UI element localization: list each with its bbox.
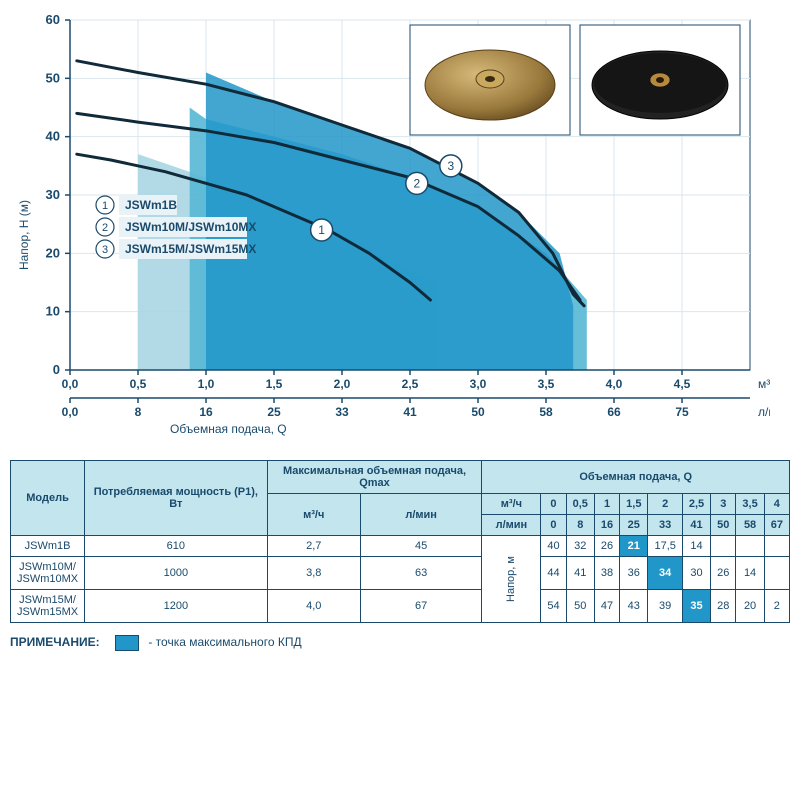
svg-text:JSWm10M/JSWm10MX: JSWm10M/JSWm10MX: [125, 220, 256, 234]
svg-text:л/мин: л/мин: [758, 405, 770, 419]
svg-text:JSWm15M/JSWm15MX: JSWm15M/JSWm15MX: [125, 242, 256, 256]
svg-text:10: 10: [46, 304, 60, 319]
svg-text:1,0: 1,0: [198, 377, 215, 391]
svg-text:33: 33: [335, 405, 349, 419]
spec-table: МодельПотребляемая мощность (Р1), ВтМакс…: [10, 460, 790, 623]
svg-text:2,0: 2,0: [334, 377, 351, 391]
svg-text:1: 1: [318, 223, 325, 237]
svg-text:40: 40: [46, 129, 60, 144]
svg-text:20: 20: [46, 245, 60, 260]
svg-text:3,5: 3,5: [538, 377, 555, 391]
svg-text:0,0: 0,0: [62, 405, 79, 419]
svg-text:1: 1: [102, 200, 108, 212]
svg-text:30: 30: [46, 187, 60, 202]
svg-text:60: 60: [46, 12, 60, 27]
svg-text:3: 3: [447, 159, 454, 173]
svg-text:75: 75: [675, 405, 689, 419]
pump-curve-chart: 0 10 20 30 40 50 60 0,0 0,5 1,0 1,5 2,0 2,5 3,0 3,5 4,0…: [10, 10, 770, 430]
footnote: ПРИМЕЧАНИЕ: - точка максимального КПД: [10, 635, 790, 651]
svg-text:4,5: 4,5: [674, 377, 691, 391]
svg-text:Напор, Н (м): Напор, Н (м): [17, 200, 31, 270]
svg-text:4,0: 4,0: [606, 377, 623, 391]
svg-text:JSWm1B: JSWm1B: [125, 198, 177, 212]
svg-text:66: 66: [607, 405, 621, 419]
svg-text:0,5: 0,5: [130, 377, 147, 391]
svg-text:0,0: 0,0: [62, 377, 79, 391]
svg-text:8: 8: [135, 405, 142, 419]
svg-text:50: 50: [46, 70, 60, 85]
svg-text:м³/ч: м³/ч: [758, 377, 770, 391]
svg-text:50: 50: [471, 405, 485, 419]
svg-text:2: 2: [102, 222, 108, 234]
note-text: - точка максимального КПД: [148, 635, 301, 649]
svg-text:Объемная подача, Q: Объемная подача, Q: [170, 422, 287, 436]
svg-text:2,5: 2,5: [402, 377, 419, 391]
svg-text:58: 58: [539, 405, 553, 419]
svg-text:25: 25: [267, 405, 281, 419]
note-label: ПРИМЕЧАНИЕ:: [10, 635, 100, 649]
svg-text:2: 2: [413, 176, 420, 190]
svg-text:16: 16: [199, 405, 213, 419]
note-swatch: [115, 635, 139, 651]
svg-text:3,0: 3,0: [470, 377, 487, 391]
svg-text:3: 3: [102, 244, 108, 256]
svg-text:41: 41: [403, 405, 417, 419]
svg-text:1,5: 1,5: [266, 377, 283, 391]
svg-text:0: 0: [53, 362, 60, 377]
